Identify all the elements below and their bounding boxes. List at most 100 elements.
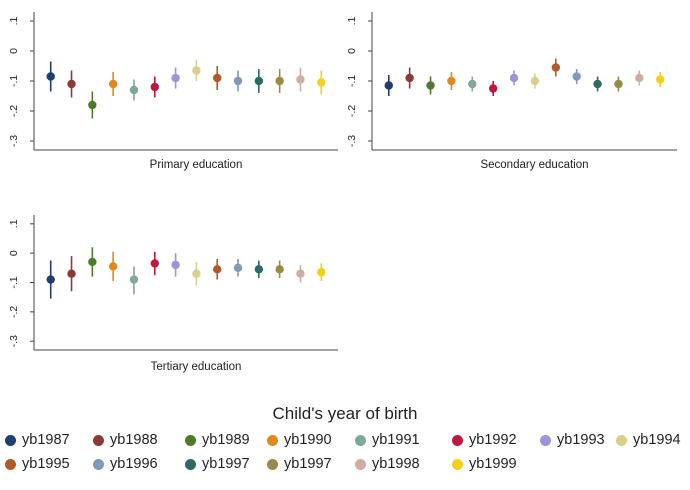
y-tick-label: -.1	[8, 276, 20, 288]
y-tick-label: 0	[8, 250, 20, 256]
point-yb1989	[88, 257, 97, 267]
point-yb1993	[171, 73, 180, 83]
point-yb1997	[275, 265, 284, 274]
point-yb1996	[233, 263, 243, 273]
legend-marker	[93, 458, 104, 470]
panel-title: Primary education	[150, 159, 243, 171]
point-yb1991	[129, 275, 139, 284]
y-tick-label: .1	[346, 16, 358, 25]
point-yb1988	[67, 79, 76, 89]
legend-item-yb1998: yb1998	[355, 456, 420, 472]
y-tick-label: -.1	[8, 75, 20, 87]
legend-marker	[267, 434, 278, 446]
legend-marker	[185, 434, 196, 446]
legend-marker	[185, 458, 196, 470]
legend-item-yb1993: yb1993	[540, 432, 605, 448]
y-tick-label: 0	[8, 48, 20, 54]
point-yb1997	[275, 76, 284, 86]
point-yb1988	[405, 73, 414, 83]
legend-item-yb1994: yb1994	[616, 432, 681, 448]
point-yb1995	[551, 63, 561, 72]
point-yb1999	[317, 268, 326, 277]
panel-2: -.3 -.2 -.1 0 .1 Tertiary education	[8, 215, 338, 373]
point-yb1998	[635, 73, 644, 83]
point-yb1987	[46, 72, 55, 81]
legend-marker	[5, 458, 16, 470]
point-yb1995	[213, 73, 222, 83]
point-yb1997	[614, 79, 623, 89]
point-yb1987	[46, 275, 55, 284]
point-yb1997	[254, 265, 264, 274]
point-yb1988	[67, 269, 76, 278]
legend-item-yb1992: yb1992	[452, 432, 517, 448]
y-tick-label: -.2	[346, 105, 358, 117]
y-tick-label: -.1	[346, 75, 358, 87]
legend-marker	[355, 434, 366, 446]
panel-1: -.3 -.2 -.1 0 .1 Secondary education	[346, 12, 677, 171]
legend-label: yb1990	[284, 432, 332, 448]
point-yb1999	[656, 75, 665, 84]
legend-marker	[5, 434, 16, 446]
point-yb1991	[129, 85, 139, 95]
point-yb1990	[108, 262, 118, 271]
legend-marker	[540, 434, 551, 446]
legend-label: yb1989	[202, 432, 250, 448]
point-yb1987	[384, 81, 393, 90]
legend-label: yb1994	[633, 432, 681, 448]
legend-marker	[267, 458, 278, 470]
y-tick-label: -.2	[8, 105, 20, 117]
legend-label: yb1988	[110, 432, 158, 448]
legend-marker	[355, 458, 366, 470]
legend-label: yb1998	[372, 456, 420, 472]
point-yb1999	[317, 78, 326, 87]
coefficient-chart: -.3 -.2 -.1 0 .1 Primary education -.3 -.2 -.1 0.…	[8, 12, 677, 373]
point-yb1992	[488, 84, 498, 93]
y-tick-label: 0	[346, 48, 358, 54]
legend-marker	[452, 458, 463, 470]
legend-item-yb1990: yb1990	[267, 432, 332, 448]
legend-item-yb1999: yb1999	[452, 456, 517, 472]
point-yb1998	[296, 269, 305, 278]
legend-item-yb1991: yb1991	[355, 432, 420, 448]
point-yb1991	[468, 79, 477, 89]
legend-marker	[93, 434, 104, 446]
legend-label: yb1993	[557, 432, 605, 448]
point-yb1994	[530, 76, 540, 86]
point-yb1997	[254, 76, 264, 86]
legend-label: yb1996	[110, 456, 158, 472]
y-tick-label: .1	[8, 16, 20, 25]
legend-title: Child's year of birth	[272, 404, 418, 423]
legend-label: yb1987	[22, 432, 70, 448]
y-tick-label: -.3	[346, 135, 358, 147]
legend-item-yb1997: yb1997	[185, 456, 250, 472]
point-yb1997	[593, 79, 602, 89]
legend-marker	[616, 434, 627, 446]
legend-item-yb1987: yb1987	[5, 432, 70, 448]
panel-title: Tertiary education	[151, 361, 242, 373]
point-yb1996	[233, 76, 243, 86]
legend-item-yb1997: yb1997	[267, 456, 332, 472]
point-yb1995	[213, 265, 222, 274]
point-yb1990	[447, 76, 456, 86]
point-yb1992	[150, 259, 159, 268]
legend-item-yb1995: yb1995	[5, 456, 70, 472]
point-yb1994	[192, 66, 201, 75]
point-yb1994	[192, 269, 201, 278]
point-yb1990	[108, 79, 118, 89]
legend-label: yb1997	[202, 456, 250, 472]
legend-label: yb1991	[372, 432, 420, 448]
panel-title: Secondary education	[480, 159, 588, 171]
y-tick-label: -.3	[8, 135, 20, 147]
legend-items: yb1987 yb1988 yb1989 yb1990 yb1991 yb1992 yb19…	[0, 430, 690, 490]
point-yb1989	[88, 100, 97, 110]
legend: Child's year of birth yb1987 yb1988 yb1989…	[0, 404, 690, 490]
point-yb1998	[296, 75, 305, 84]
panel-0: -.3 -.2 -.1 0 .1 Primary education	[8, 12, 338, 171]
y-tick-label: -.3	[8, 335, 20, 347]
y-tick-label: -.2	[8, 306, 20, 318]
y-tick-label: .1	[8, 219, 20, 228]
point-yb1996	[572, 72, 581, 81]
legend-label: yb1992	[469, 432, 517, 448]
point-yb1993	[509, 73, 519, 83]
legend-item-yb1988: yb1988	[93, 432, 158, 448]
